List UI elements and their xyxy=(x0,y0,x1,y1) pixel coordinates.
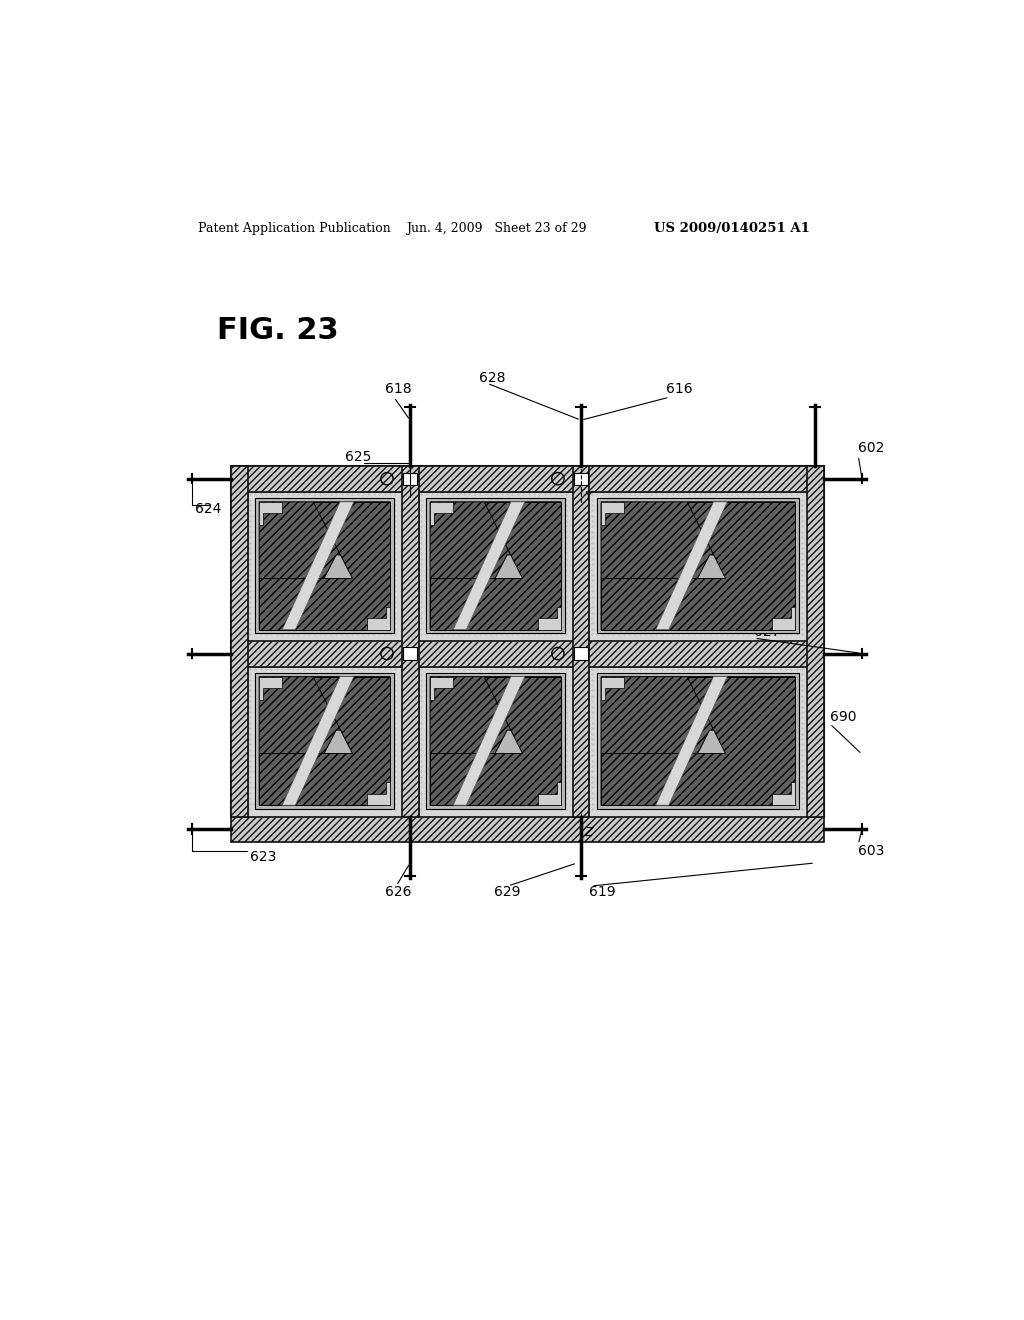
Polygon shape xyxy=(259,502,390,630)
Text: 624: 624 xyxy=(196,502,221,516)
Polygon shape xyxy=(772,781,795,805)
Polygon shape xyxy=(259,502,283,525)
Bar xyxy=(426,498,565,634)
Polygon shape xyxy=(538,607,561,630)
Polygon shape xyxy=(430,677,454,700)
Polygon shape xyxy=(601,677,795,805)
Polygon shape xyxy=(538,781,561,805)
Polygon shape xyxy=(601,502,795,630)
Bar xyxy=(574,473,588,484)
Text: Jun. 4, 2009   Sheet 23 of 29: Jun. 4, 2009 Sheet 23 of 29 xyxy=(407,222,587,235)
Text: 616: 616 xyxy=(666,383,692,396)
Bar xyxy=(590,667,807,817)
Polygon shape xyxy=(430,502,561,630)
Bar xyxy=(426,673,565,809)
Text: 627: 627 xyxy=(755,624,780,639)
Polygon shape xyxy=(430,502,561,630)
Polygon shape xyxy=(259,677,283,700)
Text: 629: 629 xyxy=(494,886,520,899)
Bar xyxy=(597,498,799,634)
Polygon shape xyxy=(454,677,524,805)
Bar xyxy=(255,498,394,634)
Text: Y: Y xyxy=(584,490,592,503)
Bar xyxy=(230,817,823,842)
Polygon shape xyxy=(601,502,795,630)
Bar xyxy=(248,492,401,642)
Polygon shape xyxy=(601,677,795,805)
Bar xyxy=(590,492,807,642)
Polygon shape xyxy=(283,502,354,630)
Bar xyxy=(403,647,417,660)
Bar xyxy=(419,667,572,817)
Polygon shape xyxy=(454,502,524,630)
Bar xyxy=(248,667,401,817)
Polygon shape xyxy=(259,677,390,805)
Polygon shape xyxy=(655,502,727,630)
Polygon shape xyxy=(259,677,390,805)
Text: 628: 628 xyxy=(479,371,506,385)
Polygon shape xyxy=(430,677,561,805)
Text: US 2009/0140251 A1: US 2009/0140251 A1 xyxy=(654,222,810,235)
Bar xyxy=(401,466,419,817)
Bar xyxy=(807,466,823,817)
Text: 625: 625 xyxy=(345,450,371,465)
Polygon shape xyxy=(367,607,390,630)
Bar xyxy=(572,466,590,817)
Polygon shape xyxy=(367,781,390,805)
Bar xyxy=(230,466,823,492)
Text: 626: 626 xyxy=(385,886,412,899)
Polygon shape xyxy=(259,502,390,630)
Text: 618: 618 xyxy=(385,383,412,396)
Bar xyxy=(230,466,823,817)
Bar xyxy=(230,642,823,667)
Bar xyxy=(574,647,588,660)
Text: 623: 623 xyxy=(250,850,276,863)
Bar xyxy=(255,673,394,809)
Polygon shape xyxy=(430,502,454,525)
Text: FIG. 23: FIG. 23 xyxy=(217,317,338,346)
Bar xyxy=(597,673,799,809)
Bar xyxy=(230,466,248,817)
Text: 619: 619 xyxy=(589,886,615,899)
Text: Z: Z xyxy=(584,826,593,840)
Polygon shape xyxy=(601,502,625,525)
Polygon shape xyxy=(601,677,625,700)
Text: 690: 690 xyxy=(829,710,856,725)
Text: Patent Application Publication: Patent Application Publication xyxy=(199,222,391,235)
Bar xyxy=(403,473,417,484)
Text: 603: 603 xyxy=(858,843,885,858)
Polygon shape xyxy=(430,677,561,805)
Polygon shape xyxy=(283,677,354,805)
Bar xyxy=(419,492,572,642)
Polygon shape xyxy=(655,677,727,805)
Text: 602: 602 xyxy=(858,441,885,455)
Polygon shape xyxy=(772,607,795,630)
